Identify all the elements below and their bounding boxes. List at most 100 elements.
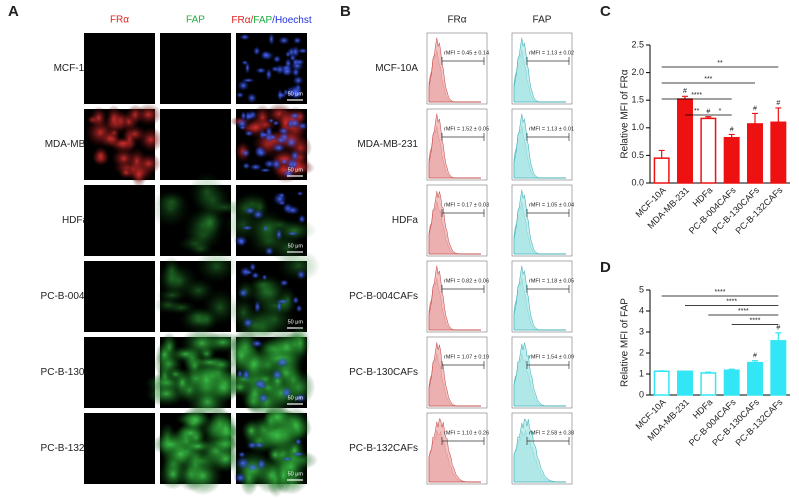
cell (292, 296, 300, 305)
bar (653, 370, 670, 396)
y-tick-label: 5 (639, 284, 644, 294)
cell (271, 368, 284, 381)
bar (700, 372, 717, 396)
cell (239, 266, 252, 278)
y-axis-label: Relative MFI of FRα (620, 69, 631, 158)
y-tick-label: 1.0 (631, 122, 644, 132)
micrograph (160, 33, 231, 104)
rmfi-label: rMFI = 1.13 ± 0.01 (529, 126, 574, 132)
row-label: PC-B-132CAFs (349, 443, 418, 454)
rmfi-label: rMFI = 1.10 ± 0.26 (444, 430, 489, 436)
column-header: FAP (186, 15, 205, 26)
hist-curve (513, 341, 566, 407)
cell (182, 456, 223, 496)
row-label: MCF-10A (375, 63, 418, 74)
hist-curve (513, 265, 566, 331)
histogram: rMFI = 2.58 ± 0.38 (511, 412, 574, 485)
image-bg (160, 33, 231, 104)
y-tick-label: 1 (639, 368, 644, 378)
cell (297, 214, 306, 224)
bar (770, 121, 787, 184)
scale-bar-label: 50 μm (288, 471, 304, 477)
cell (285, 205, 300, 215)
cell (272, 55, 282, 64)
cell (261, 50, 270, 60)
error-bar (728, 133, 735, 138)
cell (137, 126, 164, 153)
micrograph (84, 261, 155, 332)
error-bar (728, 368, 735, 371)
micrograph (231, 404, 318, 498)
row-label: PC-B-004CAFs (349, 291, 418, 302)
cell (244, 112, 255, 121)
cell (237, 369, 243, 379)
cell (244, 130, 254, 137)
bar (677, 98, 693, 184)
cell (178, 307, 220, 334)
cell (263, 404, 292, 431)
hash-label: # (683, 88, 687, 95)
cell (234, 472, 247, 484)
micrograph (230, 249, 321, 347)
rmfi-label: rMFI = 1.54 ± 0.09 (529, 354, 574, 360)
hash-label: # (730, 126, 734, 133)
histogram: rMFI = 1.54 ± 0.09 (511, 336, 574, 409)
histogram: rMFI = 1.52 ± 0.05 (426, 108, 489, 181)
micrograph (84, 413, 155, 484)
micrograph (236, 32, 309, 104)
row-label: MDA-MB-231 (45, 139, 106, 150)
histogram: rMFI = 0.82 ± 0.06 (426, 260, 489, 333)
cell (256, 457, 267, 471)
y-tick-label: 3 (639, 326, 644, 336)
cell (251, 271, 260, 280)
hist-curve (428, 191, 481, 255)
hist-curve (513, 37, 566, 103)
rmfi-label: rMFI = 1.05 ± 0.04 (529, 202, 574, 208)
cell (181, 327, 223, 359)
image-bg (84, 413, 155, 484)
micrograph (150, 171, 248, 257)
rmfi-label: rMFI = 1.13 ± 0.02 (529, 50, 574, 56)
cell (278, 36, 290, 45)
rmfi-label: rMFI = 0.82 ± 0.06 (444, 278, 489, 284)
cell (193, 204, 228, 239)
cell (90, 106, 108, 130)
micrograph (223, 185, 317, 264)
significance-label: **** (715, 289, 726, 296)
scale-bar-label: 50 μm (288, 91, 304, 97)
y-tick-label: 0 (639, 389, 644, 399)
cell (259, 167, 272, 173)
micrograph (84, 185, 155, 256)
cell (241, 77, 255, 83)
scale-bar-label: 50 μm (288, 395, 304, 401)
cell (296, 191, 304, 196)
hist-curve (428, 265, 481, 331)
cell (241, 418, 262, 443)
hash-label: # (753, 105, 757, 112)
hist-curve (513, 418, 566, 483)
rmfi-label: rMFI = 0.17 ± 0.03 (444, 202, 489, 208)
cell (292, 75, 304, 86)
cell (260, 132, 270, 138)
error-bar (775, 332, 782, 341)
panel-label: C (600, 3, 611, 20)
hist-curve (428, 37, 481, 103)
cell (285, 50, 291, 58)
image-bg (160, 109, 231, 180)
cell (277, 88, 283, 102)
error-bar (752, 360, 758, 363)
rmfi-label: rMFI = 2.58 ± 0.38 (529, 430, 574, 436)
cell (244, 61, 251, 75)
error-bar (705, 371, 712, 373)
rmfi-label: rMFI = 1.52 ± 0.05 (444, 126, 489, 132)
significance-label: *** (704, 76, 712, 83)
hist-curve (513, 113, 566, 179)
significance-label: **** (750, 317, 761, 324)
cell (294, 437, 302, 446)
cell (271, 142, 286, 153)
cell (105, 104, 123, 133)
micrograph (84, 337, 155, 408)
cell (192, 360, 221, 399)
cell (268, 32, 275, 46)
cell (297, 47, 309, 54)
